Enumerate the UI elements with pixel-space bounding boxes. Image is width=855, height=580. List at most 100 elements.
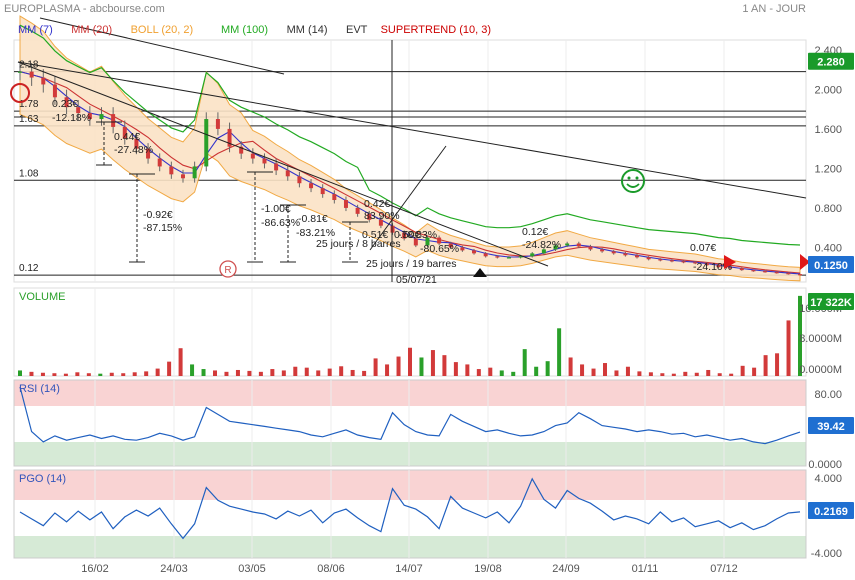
volume-bar [465, 364, 470, 376]
trend-line [17, 61, 807, 199]
volume-bar [327, 368, 332, 376]
volume-bar [694, 372, 699, 376]
volume-bar [316, 370, 321, 376]
candle-body [204, 119, 209, 167]
volume-bar [167, 361, 172, 376]
candle-body [774, 272, 779, 274]
candle-body [483, 253, 488, 257]
swirl-marker [10, 83, 30, 103]
candle-body [157, 158, 162, 167]
rsi-oversold-zone [14, 442, 806, 466]
pgo-title: PGO (14) [19, 473, 66, 485]
candle-body [425, 237, 430, 246]
volume-bar [385, 364, 390, 376]
volume-badge-bg [808, 293, 854, 310]
candle-body [658, 259, 663, 261]
annotation-label: -0.81€ [298, 213, 328, 225]
volume-bar [190, 364, 195, 376]
volume-bar [430, 350, 435, 376]
candle-body [786, 273, 791, 275]
candle-body [704, 263, 709, 266]
volume-bar [557, 328, 562, 376]
volume-bar [178, 348, 183, 376]
volume-bar [350, 369, 355, 376]
volume-bar [648, 372, 653, 376]
volume-bar [729, 373, 734, 376]
candle-body [274, 163, 279, 171]
candle-body [239, 146, 244, 154]
candle-body [518, 256, 523, 258]
candle-body [192, 166, 197, 179]
legend: MM (7) MM (20) BOLL (20, 2) MM (100) MM (14)… [18, 24, 491, 36]
rsi-mid-zone [14, 406, 806, 442]
r-marker-label: R [224, 265, 231, 276]
candle-body [215, 119, 220, 129]
volume-bar [304, 367, 309, 376]
volume-bar [614, 370, 619, 376]
candle-body [122, 126, 127, 139]
x-tick-label: 24/09 [552, 563, 580, 575]
pgo-lower-zone [14, 536, 806, 558]
candle-body [309, 183, 314, 189]
price-level-label: 0.12 [19, 263, 39, 274]
candle-body [111, 114, 116, 127]
volume-bar [775, 353, 780, 376]
volume-bar [52, 373, 57, 376]
volume-bar [362, 370, 367, 376]
annotation-label: -87.15% [143, 222, 182, 234]
x-tick-label: 08/06 [317, 563, 345, 575]
candle-body [402, 232, 407, 239]
pgo-line [19, 477, 801, 540]
rsi-overbought-zone [14, 380, 806, 406]
volume-y-tick: 8.0000M [799, 333, 842, 345]
candle-body [530, 253, 535, 257]
x-tick-label: 24/03 [160, 563, 188, 575]
smiley-mouth [626, 183, 640, 188]
fan-line [369, 145, 447, 251]
volume-bar [511, 371, 516, 376]
volume-bar [603, 363, 607, 376]
candle-body [367, 213, 372, 220]
volume-bar [293, 366, 298, 376]
volume-bar [247, 370, 252, 376]
candle-body [565, 243, 570, 246]
volume-bar [717, 373, 722, 376]
candle-body [472, 250, 477, 254]
candle-body [576, 243, 581, 247]
candle-body [495, 256, 500, 258]
candle-body [29, 71, 34, 78]
candle-body [623, 253, 628, 256]
candle-body [169, 166, 174, 175]
pgo-y-tick: -4.000 [811, 548, 842, 560]
volume-bar [63, 373, 68, 376]
smiley-eye [627, 176, 631, 180]
volume-bar [488, 367, 493, 376]
volume-bar [476, 369, 481, 376]
annotation-label: -86.63% [261, 217, 300, 229]
candle-body [506, 257, 511, 259]
annotation-label: 0.50€ [394, 229, 420, 241]
candle-body [320, 188, 325, 195]
x-tick-label: 03/05 [238, 563, 266, 575]
rsi-y-tick: 0.0000 [808, 459, 842, 471]
smiley-eye [635, 176, 639, 180]
volume-bar [29, 371, 34, 376]
r-marker-circle [219, 260, 237, 278]
volume-bar [235, 369, 240, 376]
volume-bar [396, 356, 401, 376]
chart-title: EUROPLASMA - abcbourse.com [4, 3, 165, 15]
price-level-label: 1.08 [19, 168, 39, 179]
volume-bar [545, 361, 550, 376]
rsi-badge-bg [808, 417, 854, 434]
price-level-label: 1.78 [19, 99, 39, 110]
pgo-badge: 0.2169 [814, 506, 848, 518]
candle-body [460, 247, 465, 251]
x-tick-label: 16/02 [81, 563, 109, 575]
legend-item: MM (7) [18, 24, 53, 36]
volume-bar [534, 366, 539, 376]
candle-body [448, 243, 453, 248]
candle-body [64, 97, 69, 108]
volume-bar [671, 373, 676, 376]
volume-bar [75, 372, 80, 376]
up-arrow-marker [473, 268, 487, 277]
